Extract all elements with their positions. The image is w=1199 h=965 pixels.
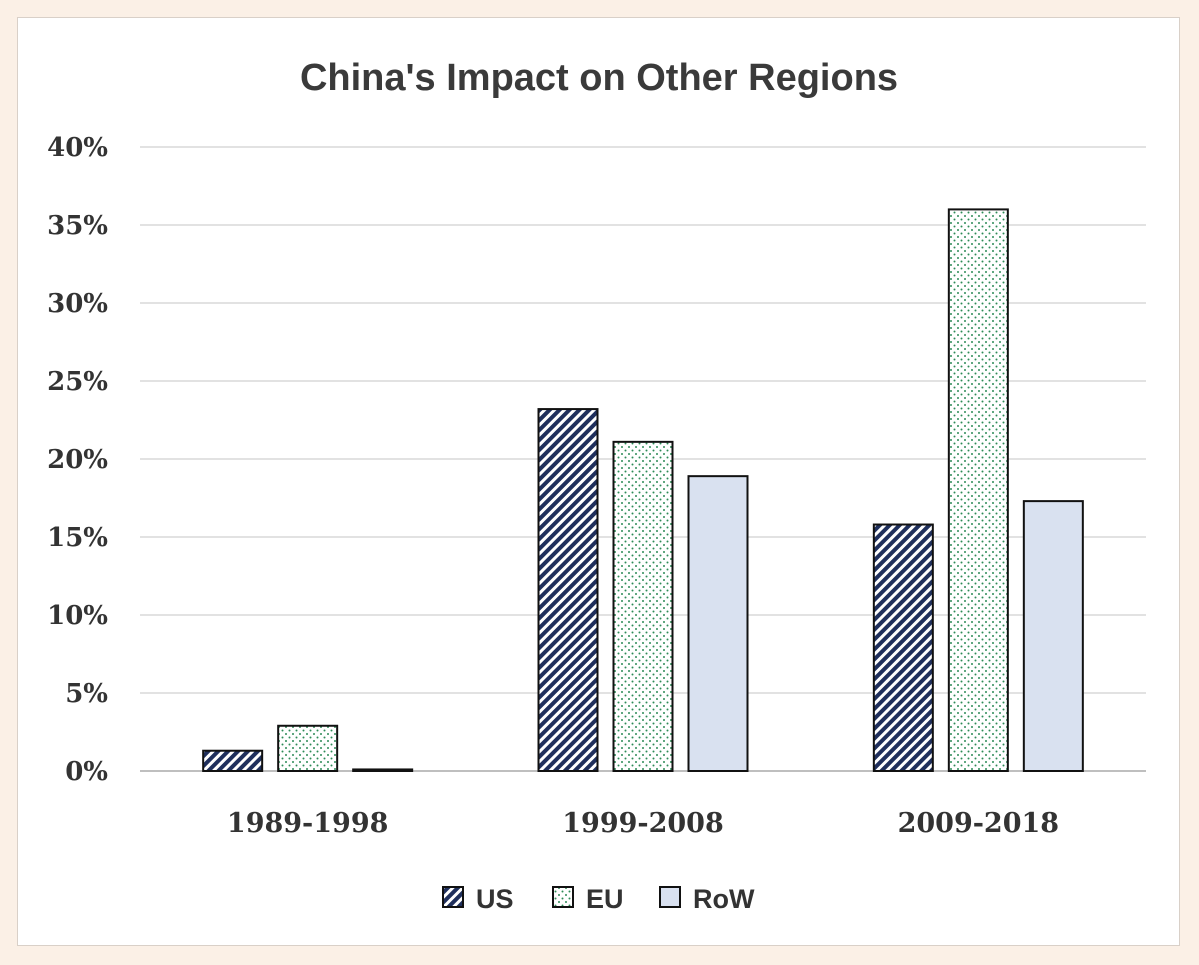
bar-eu-1989-1998: [277, 724, 339, 773]
y-tick-label: 40%: [47, 133, 108, 163]
bar-row-1989-1998: [352, 768, 414, 773]
legend: US EU RoW: [442, 884, 755, 914]
legend-label-us: US: [476, 884, 514, 914]
bar-us-1989-1998: [202, 749, 264, 772]
bar-eu-2009-2018: [947, 208, 1009, 772]
legend-label-row: RoW: [693, 884, 755, 914]
bars: [202, 208, 1084, 773]
x-tick-label: 1999-2008: [562, 808, 724, 839]
y-tick-label: 5%: [65, 679, 108, 709]
x-axis-labels: 1989-1998 1999-2008 2009-2018: [227, 808, 1059, 839]
y-tick-label: 35%: [47, 211, 108, 241]
y-tick-label: 25%: [47, 367, 108, 397]
legend-label-eu: EU: [586, 884, 624, 914]
y-tick-label: 20%: [47, 445, 108, 475]
legend-swatch-us: [442, 886, 464, 908]
y-tick-label: 10%: [47, 601, 108, 631]
y-tick-label: 15%: [47, 523, 108, 553]
bar-chart: China's Impact on Other Regions 1989-199…: [47, 57, 1146, 914]
x-tick-label: 1989-1998: [227, 808, 389, 839]
bar-eu-1999-2008: [612, 440, 674, 772]
chart-title: China's Impact on Other Regions: [300, 57, 898, 99]
y-tick-label: 30%: [47, 289, 108, 319]
bar-row-2009-2018: [1022, 500, 1084, 772]
bar-us-2009-2018: [872, 523, 934, 772]
legend-swatch-row: [659, 886, 681, 908]
bar-us-1999-2008: [537, 408, 599, 772]
chart-frame: China's Impact on Other Regions 1989-199…: [17, 17, 1180, 946]
y-axis-labels: 0% 5% 10% 15% 20% 25% 30% 35% 40%: [47, 133, 108, 787]
x-tick-label: 2009-2018: [898, 808, 1060, 839]
bar-row-1999-2008: [687, 475, 749, 772]
y-tick-label: 0%: [65, 757, 108, 787]
legend-swatch-eu: [552, 886, 574, 908]
